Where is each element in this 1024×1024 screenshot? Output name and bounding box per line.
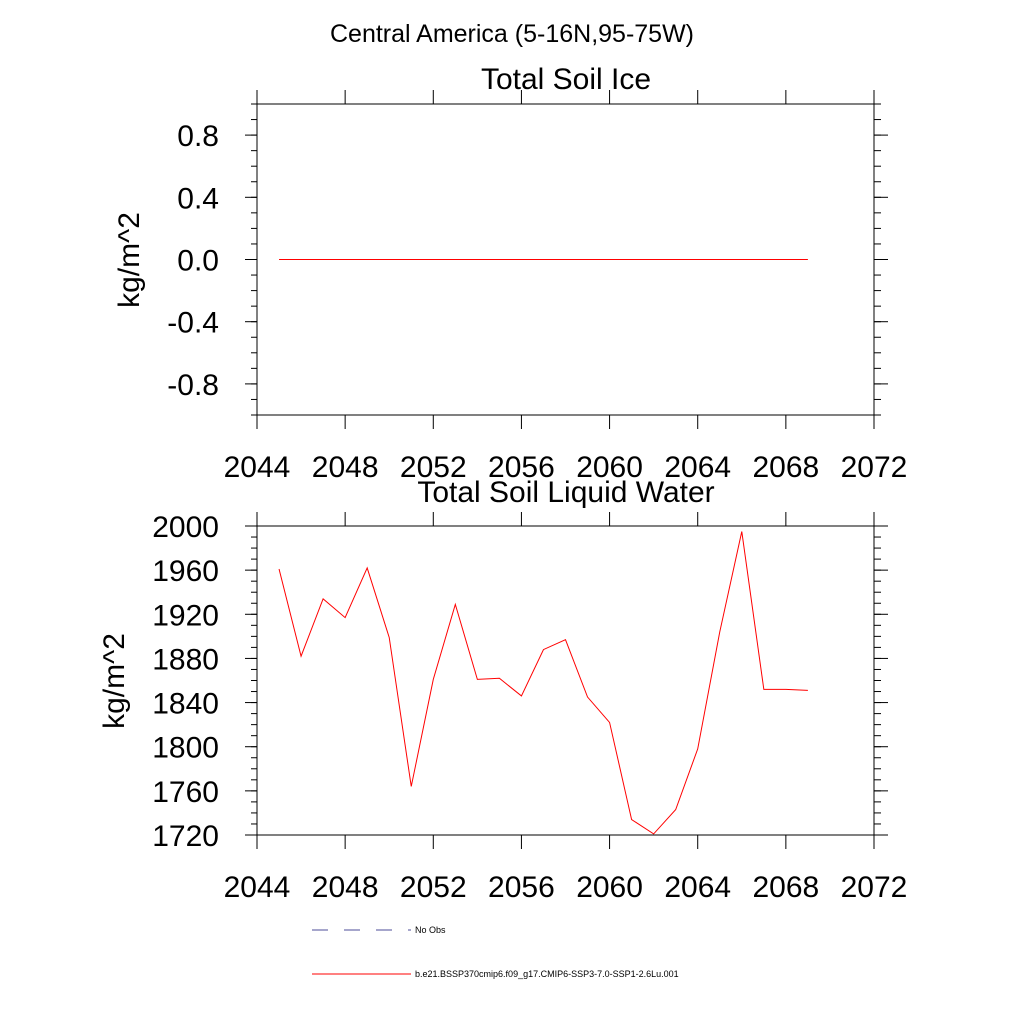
x-tick-label: 2044 <box>224 871 291 904</box>
y-tick-label: 2000 <box>152 511 219 544</box>
plot-frame <box>256 525 875 836</box>
y-tick-label: 1800 <box>152 732 219 765</box>
y-tick-label: 1880 <box>152 643 219 676</box>
x-tick-label: 2060 <box>576 871 643 904</box>
y-tick-label: 1960 <box>152 555 219 588</box>
series-line <box>278 531 808 835</box>
x-tick-label: 2064 <box>664 871 731 904</box>
x-tick-label: 2068 <box>752 871 819 904</box>
x-tick-label: 2064 <box>664 451 731 484</box>
y-tick-label: 1760 <box>152 776 219 809</box>
chart-panel-total-soil-liquid-water: Total Soil Liquid Water kg/m^2 2044 2048 2… <box>98 476 907 904</box>
x-tick-label: 2052 <box>400 451 467 484</box>
x-tick-label: 2056 <box>488 871 555 904</box>
chart-panel-total-soil-ice: Total Soil Ice kg/m^2 2044 2048 2052 2056 20… <box>113 63 907 484</box>
y-axis-label: kg/m^2 <box>98 633 131 729</box>
y-tick-label: 0.0 <box>177 245 219 278</box>
y-tick-label: 1920 <box>152 599 219 632</box>
y-tick-label: 1720 <box>152 820 219 853</box>
x-tick-label: 2056 <box>488 451 555 484</box>
y-tick-label: 0.8 <box>177 120 219 153</box>
x-tick-label: 2072 <box>841 451 908 484</box>
legend: No Obs b.e21.BSSP370cmip6.f09_g17.CMIP6-… <box>312 925 679 979</box>
legend-label-no-obs: No Obs <box>415 925 446 935</box>
x-tick-label: 2060 <box>576 451 643 484</box>
y-tick-label: -0.4 <box>167 307 219 340</box>
y-tick-label: -0.8 <box>167 369 219 402</box>
chart-title: Total Soil Ice <box>481 63 651 96</box>
chart-title: Total Soil Liquid Water <box>417 476 714 509</box>
x-tick-label: 2048 <box>312 871 379 904</box>
x-tick-label: 2072 <box>841 871 908 904</box>
x-tick-label: 2052 <box>400 871 467 904</box>
legend-label-model: b.e21.BSSP370cmip6.f09_g17.CMIP6-SSP3-7.… <box>415 969 679 979</box>
y-tick-label: 0.4 <box>177 182 219 215</box>
y-axis-label: kg/m^2 <box>113 212 146 308</box>
x-tick-label: 2068 <box>752 451 819 484</box>
x-tick-label: 2044 <box>224 451 291 484</box>
figure-title: Central America (5-16N,95-75W) <box>330 20 694 48</box>
y-tick-label: 1840 <box>152 688 219 721</box>
x-tick-label: 2048 <box>312 451 379 484</box>
